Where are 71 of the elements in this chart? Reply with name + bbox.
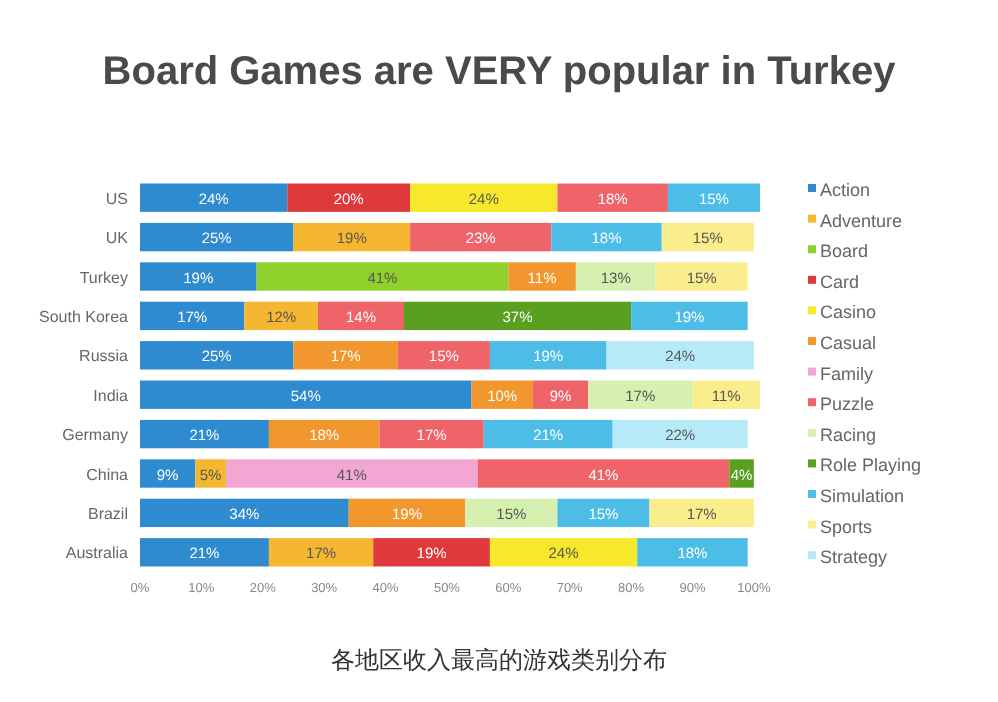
legend-label: Board [820, 241, 869, 262]
bar [140, 341, 294, 370]
legend-label: Action [820, 180, 871, 200]
bar [483, 419, 613, 449]
y-tick-label: Brazil [87, 504, 129, 523]
bar [692, 380, 760, 409]
bar [318, 301, 404, 331]
bar [649, 498, 754, 528]
y-tick-label: Germany [62, 426, 128, 445]
bar [612, 419, 748, 449]
bar [631, 301, 748, 331]
y-tick-label: Turkey [79, 268, 128, 287]
bar [140, 262, 257, 291]
bar [140, 538, 269, 567]
bar [403, 301, 632, 331]
bar [465, 498, 558, 528]
bar [489, 538, 638, 567]
y-tick-label: UK [105, 229, 130, 248]
bar [557, 183, 668, 212]
bar [348, 498, 466, 528]
legend-label: Card [820, 271, 860, 292]
bar [477, 459, 730, 488]
y-tick-label: China [86, 465, 130, 484]
legend-label: Adventure [820, 210, 903, 231]
bar [244, 301, 319, 331]
y-tick-label: South Korea [39, 307, 130, 326]
bar [140, 301, 245, 331]
bar [140, 380, 472, 409]
bar [225, 459, 478, 488]
legend-label: Sports [820, 516, 874, 537]
bar [293, 222, 411, 252]
bar [293, 341, 398, 370]
y-tick-label: India [93, 386, 130, 405]
bar [410, 222, 552, 252]
bar [575, 262, 656, 291]
bar [256, 262, 509, 291]
text: 各地区收入最高的游戏类别分布 [331, 646, 667, 674]
legend-label: Racing [820, 424, 877, 445]
bar [287, 183, 411, 212]
bar [489, 341, 607, 370]
y-tick-label: US [105, 189, 128, 208]
bar [551, 222, 662, 252]
bar [606, 341, 754, 370]
bar [557, 498, 650, 528]
legend-label: Family [820, 363, 874, 384]
bar [397, 341, 490, 370]
bar [637, 538, 748, 567]
bar [373, 538, 490, 567]
legend-label: Casual [820, 333, 877, 353]
legend-label: Puzzle [820, 394, 875, 415]
bar [661, 222, 754, 252]
bar [588, 380, 693, 409]
bar [140, 459, 196, 488]
chart-title: Board Games are VERY popular in Turkey [102, 50, 898, 94]
legend-label: Casino [820, 302, 877, 323]
y-tick-label: Australia [65, 544, 130, 563]
legend-label: Strategy [820, 547, 889, 568]
bar [379, 419, 484, 449]
bar [667, 183, 760, 212]
bar [140, 419, 269, 449]
bar [410, 183, 558, 212]
bar [268, 538, 374, 567]
bar [268, 419, 380, 449]
legend-label: Role Playing [820, 455, 922, 476]
bar [655, 262, 748, 291]
bar [508, 262, 576, 291]
legend-label: Simulation [820, 486, 905, 506]
bar [140, 222, 294, 252]
y-tick-label: Russia [79, 347, 130, 366]
bar [140, 498, 349, 528]
bar [140, 183, 288, 212]
